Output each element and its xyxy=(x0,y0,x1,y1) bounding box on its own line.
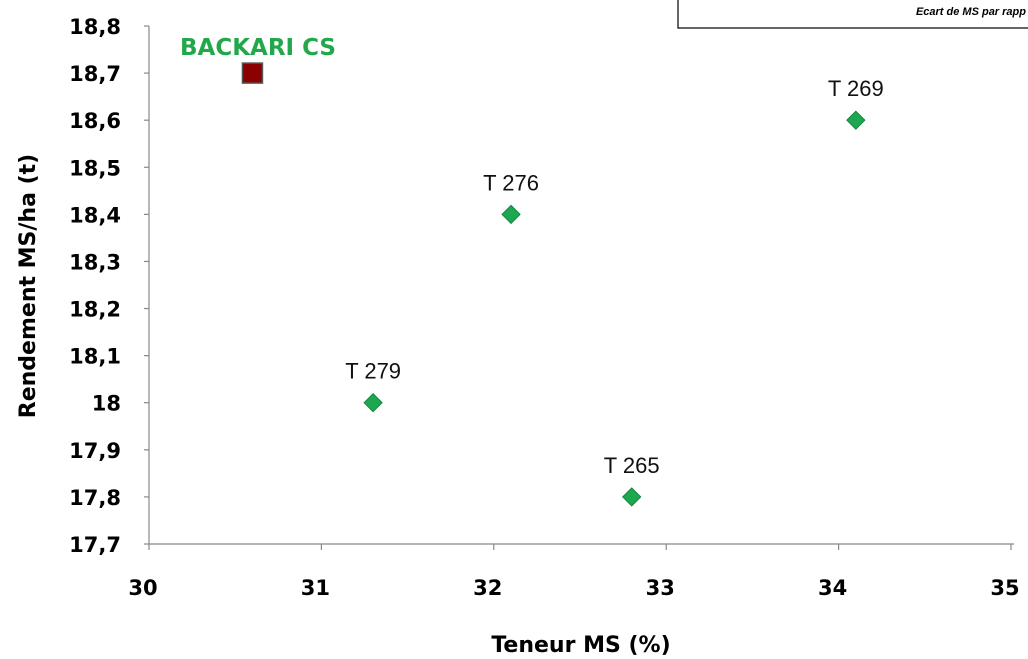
reference-marker xyxy=(241,62,264,84)
note-text: Ecart de MS par rapp xyxy=(916,6,1026,18)
note-box xyxy=(677,0,1028,29)
x-tick-label: 31 xyxy=(301,576,330,600)
x-ticks: 30 31 32 33 34 35 xyxy=(128,544,1020,600)
x-tick-label: 32 xyxy=(473,576,502,600)
y-tick-label: 18,1 xyxy=(69,345,121,369)
y-tick-label: 17,8 xyxy=(69,486,121,510)
x-tick-label: 30 xyxy=(128,576,157,600)
y-tick-label: 18,5 xyxy=(69,156,121,180)
y-tick-label: 18,7 xyxy=(69,62,121,86)
data-label: T 269 xyxy=(828,76,884,101)
data-label: T 265 xyxy=(604,453,660,478)
data-label: T 276 xyxy=(483,170,539,195)
x-tick-label: 35 xyxy=(990,576,1019,600)
x-axis-title: Teneur MS (%) xyxy=(491,633,670,658)
data-label: T 279 xyxy=(345,359,401,384)
y-tick-label: 18,8 xyxy=(69,15,121,39)
y-ticks: 17,7 17,8 17,9 18 18,1 18,2 18,3 18,4 18,5 18,6 18… xyxy=(69,15,149,557)
y-tick-label: 18 xyxy=(92,392,121,416)
reference-label: BACKARI CS xyxy=(180,35,336,61)
data-point xyxy=(622,487,642,507)
x-tick-label: 33 xyxy=(646,576,675,600)
y-tick-label: 18,2 xyxy=(69,298,121,322)
y-tick-label: 17,9 xyxy=(69,439,121,463)
y-axis-title: Rendement MS/ha (t) xyxy=(16,154,41,418)
data-point xyxy=(846,110,866,130)
y-tick-label: 18,4 xyxy=(69,203,121,227)
x-tick-label: 34 xyxy=(818,576,847,600)
data-marks: BACKARI CS T 279 T 276 T 265 T 269 xyxy=(180,35,884,507)
y-tick-label: 17,7 xyxy=(69,533,121,557)
y-tick-label: 18,6 xyxy=(69,109,121,133)
y-tick-label: 18,3 xyxy=(69,250,121,274)
data-point xyxy=(501,204,521,225)
data-point xyxy=(363,393,383,413)
